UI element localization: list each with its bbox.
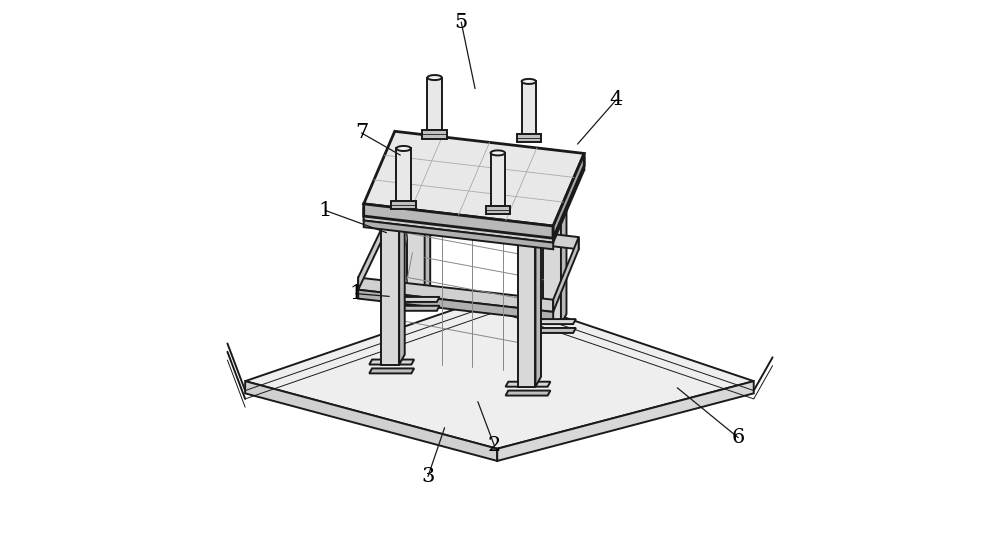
Text: 3: 3 (421, 467, 435, 486)
Text: 4: 4 (610, 90, 623, 109)
Polygon shape (553, 237, 579, 312)
Polygon shape (369, 368, 414, 373)
Polygon shape (491, 150, 505, 156)
Text: 5: 5 (455, 13, 468, 32)
Polygon shape (245, 295, 754, 449)
Text: 7: 7 (355, 124, 368, 142)
Polygon shape (531, 319, 576, 324)
Polygon shape (518, 226, 535, 387)
Text: 6: 6 (732, 428, 745, 447)
Polygon shape (535, 216, 541, 387)
Polygon shape (399, 194, 405, 365)
Polygon shape (407, 141, 425, 302)
Polygon shape (396, 146, 411, 151)
Polygon shape (396, 148, 411, 201)
Polygon shape (395, 136, 584, 170)
Polygon shape (388, 215, 579, 249)
Polygon shape (506, 382, 550, 387)
Polygon shape (245, 381, 497, 461)
Polygon shape (486, 206, 510, 214)
Polygon shape (364, 208, 553, 243)
Polygon shape (358, 215, 388, 290)
Polygon shape (358, 290, 553, 321)
Polygon shape (506, 391, 550, 396)
Polygon shape (553, 153, 584, 238)
Polygon shape (522, 81, 536, 134)
Polygon shape (517, 134, 541, 142)
Polygon shape (427, 75, 442, 80)
Polygon shape (364, 220, 553, 249)
Polygon shape (553, 158, 584, 243)
Polygon shape (369, 360, 414, 365)
Polygon shape (422, 130, 447, 138)
Polygon shape (395, 297, 440, 302)
Polygon shape (531, 328, 576, 333)
Text: 2: 2 (488, 437, 501, 455)
Polygon shape (427, 78, 442, 130)
Polygon shape (395, 306, 440, 311)
Polygon shape (358, 278, 553, 312)
Polygon shape (491, 153, 505, 206)
Polygon shape (543, 163, 561, 324)
Polygon shape (497, 381, 754, 461)
Polygon shape (522, 79, 536, 84)
Polygon shape (381, 204, 399, 365)
Polygon shape (364, 204, 553, 238)
Text: 1: 1 (349, 284, 363, 303)
Polygon shape (425, 131, 430, 302)
Polygon shape (561, 153, 566, 324)
Text: 1: 1 (319, 201, 332, 220)
Polygon shape (391, 201, 416, 209)
Polygon shape (364, 136, 395, 220)
Polygon shape (364, 131, 584, 226)
